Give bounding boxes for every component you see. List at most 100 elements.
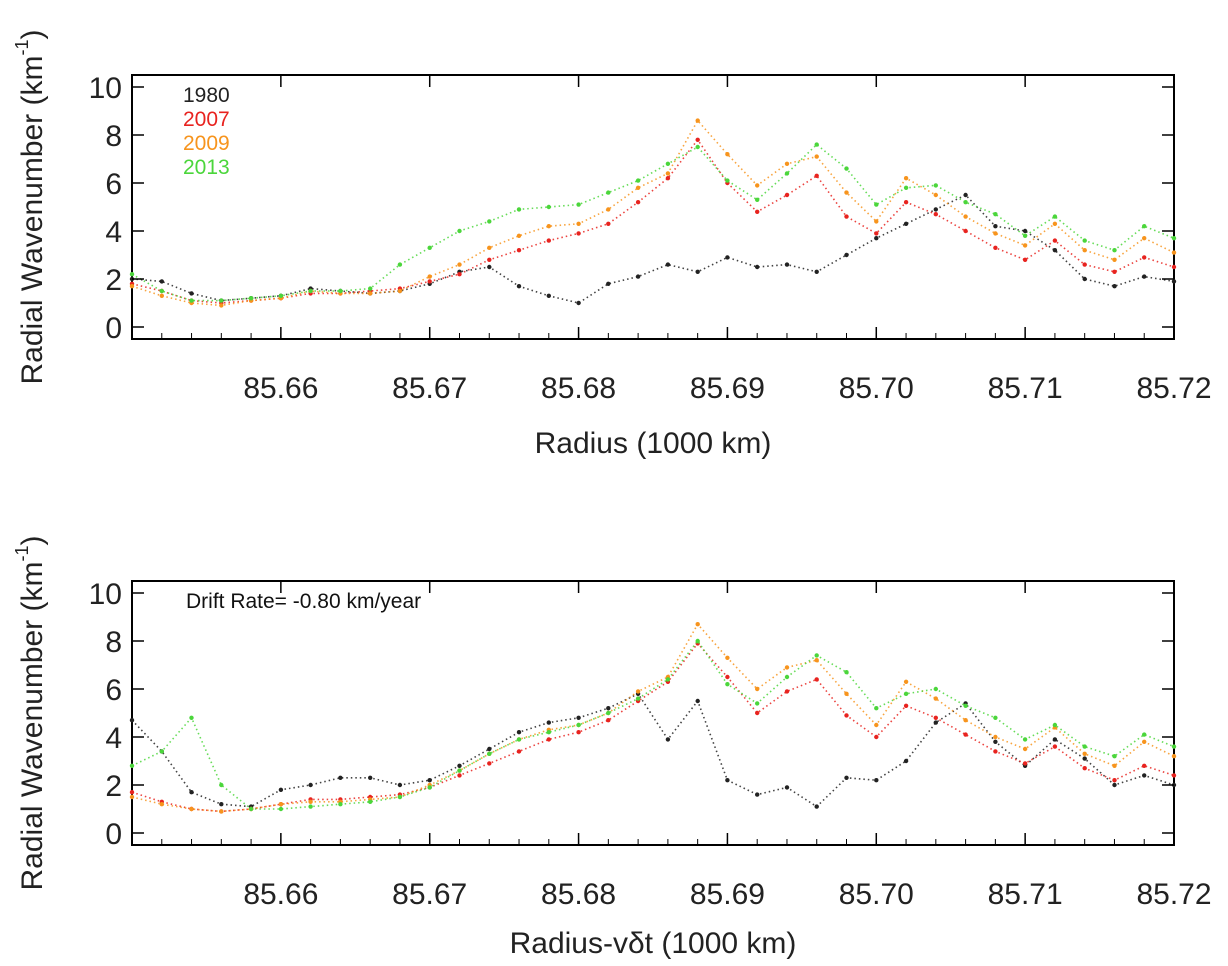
data-marks xyxy=(129,622,1177,814)
data-point-2013 xyxy=(397,794,403,800)
data-point-2009 xyxy=(635,689,641,694)
data-point-2007 xyxy=(963,732,968,737)
data-point-1980 xyxy=(278,787,284,792)
data-point-2007 xyxy=(725,674,730,680)
data-point-2009 xyxy=(159,293,164,298)
data-point-2013 xyxy=(487,751,492,756)
data-point-2009 xyxy=(1082,248,1087,253)
plot-frame xyxy=(131,580,1175,846)
data-point-2013 xyxy=(903,691,909,696)
y-tick-label: 0 xyxy=(105,818,122,851)
data-point-2009 xyxy=(1052,221,1058,226)
data-point-2013 xyxy=(874,202,879,207)
data-point-1980 xyxy=(844,252,849,258)
data-point-2009 xyxy=(129,284,135,289)
series-line-2007 xyxy=(131,642,1175,813)
data-point-2013 xyxy=(993,715,998,720)
data-point-2009 xyxy=(903,176,909,181)
data-point-2009 xyxy=(725,655,730,660)
data-point-2007 xyxy=(665,176,671,181)
data-point-1980 xyxy=(487,264,492,270)
data-point-2007 xyxy=(993,749,998,754)
data-point-2013 xyxy=(784,171,790,176)
data-point-1980 xyxy=(933,207,938,212)
data-point-2007 xyxy=(1082,262,1087,267)
data-point-2009 xyxy=(665,171,671,176)
y-axis-label-exponent: -1 xyxy=(12,39,32,55)
data-point-2013 xyxy=(189,715,194,720)
data-point-2007 xyxy=(1142,763,1147,768)
data-point-2007 xyxy=(814,173,819,178)
data-point-2007 xyxy=(546,737,551,742)
data-point-2007 xyxy=(784,192,790,198)
data-point-2013 xyxy=(844,166,849,171)
x-axis-label: Radius (1000 km) xyxy=(535,427,772,460)
data-point-2009 xyxy=(725,152,730,157)
data-point-1980 xyxy=(784,785,790,790)
data-point-2009 xyxy=(576,221,581,226)
data-point-1980 xyxy=(1112,284,1117,289)
x-ticks: 85.66 85.67 85.68 85.69 85.70 85.71 85.72 xyxy=(131,75,1212,405)
data-point-1980 xyxy=(516,730,522,735)
x-tick-label: 85.72 xyxy=(1136,878,1211,911)
series-line-2009 xyxy=(131,622,1175,813)
data-point-2007 xyxy=(963,228,968,234)
data-point-2007 xyxy=(844,214,849,219)
data-point-1980 xyxy=(1022,228,1028,234)
data-point-2013 xyxy=(278,293,284,298)
bottom-chart-panel: 85.66 85.67 85.68 85.69 85.70 85.71 85.72 0 2 4 6… xyxy=(12,535,1212,960)
data-point-2009 xyxy=(159,802,164,807)
data-point-1980 xyxy=(457,763,462,768)
data-point-2013 xyxy=(814,653,819,658)
data-point-2013 xyxy=(516,207,522,212)
data-point-2013 xyxy=(665,677,671,682)
data-point-2007 xyxy=(576,231,581,236)
data-point-2007 xyxy=(487,257,492,262)
data-point-2013 xyxy=(844,670,849,675)
data-point-2007 xyxy=(1112,269,1117,274)
series-line-2007 xyxy=(131,138,1175,304)
data-point-2009 xyxy=(546,224,551,229)
data-point-2009 xyxy=(844,190,849,195)
y-tick-label: 10 xyxy=(89,72,122,105)
data-point-2013 xyxy=(725,178,730,183)
data-point-1980 xyxy=(903,758,909,764)
data-point-2013 xyxy=(338,802,343,807)
data-point-2013 xyxy=(397,262,403,267)
data-point-1980 xyxy=(665,262,671,267)
data-point-2013 xyxy=(933,686,938,692)
data-point-2013 xyxy=(1171,236,1177,241)
data-point-2013 xyxy=(665,161,671,166)
y-axis-label: Radial Wavenumber (km-1) xyxy=(12,29,49,384)
y-tick-label: 4 xyxy=(105,216,122,249)
data-point-2007 xyxy=(635,200,641,205)
data-point-2007 xyxy=(755,209,760,214)
data-point-2013 xyxy=(159,749,164,754)
data-point-2007 xyxy=(1112,778,1117,783)
data-point-2007 xyxy=(546,238,551,243)
data-point-2009 xyxy=(695,622,700,627)
data-point-1980 xyxy=(874,236,879,241)
data-point-1980 xyxy=(1052,737,1058,742)
data-point-1980 xyxy=(695,269,700,274)
data-point-2013 xyxy=(784,674,790,680)
data-point-2007 xyxy=(1171,773,1177,778)
data-point-2013 xyxy=(368,799,373,804)
data-point-1980 xyxy=(1082,756,1087,761)
data-point-2007 xyxy=(457,773,462,778)
data-point-2013 xyxy=(903,185,909,190)
data-point-2013 xyxy=(1022,233,1028,238)
data-point-1980 xyxy=(189,790,194,795)
y-axis-label-exponent: -1 xyxy=(12,545,32,561)
data-point-1980 xyxy=(784,262,790,267)
data-point-1980 xyxy=(219,802,224,807)
data-point-2009 xyxy=(189,806,194,812)
data-point-1980 xyxy=(755,264,760,270)
data-point-2013 xyxy=(606,190,611,195)
data-point-1980 xyxy=(665,737,671,742)
data-point-2009 xyxy=(695,118,700,123)
data-point-2007 xyxy=(1171,264,1177,270)
data-point-2007 xyxy=(903,200,909,205)
y-ticks: 0 2 4 6 8 10 xyxy=(89,72,1174,345)
data-point-1980 xyxy=(1052,248,1058,253)
